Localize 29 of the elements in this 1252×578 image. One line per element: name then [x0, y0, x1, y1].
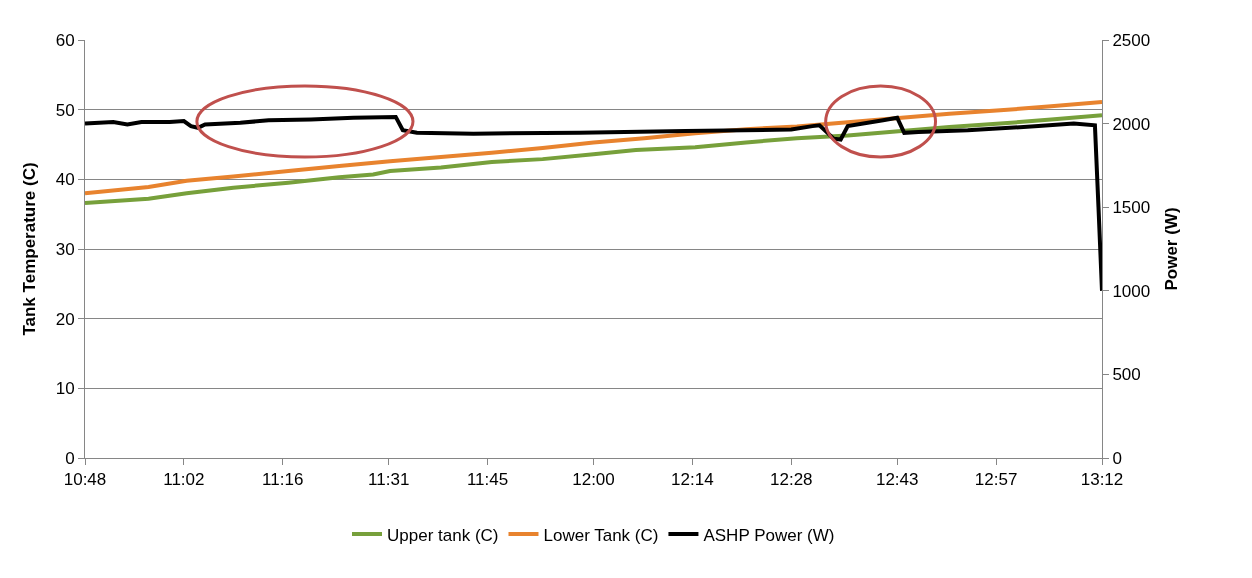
y2-tick-label: 1500 [1112, 198, 1151, 218]
x-tick-label: 12:00 [572, 470, 615, 490]
x-tick-label: 10:48 [63, 470, 107, 490]
y-tick-label: 60 [55, 30, 75, 50]
y-tick-label: 50 [55, 100, 75, 120]
y-axis-title: Tank Temperature (C) [20, 162, 40, 336]
x-tick-label: 11:45 [466, 470, 509, 490]
y-tick-label: 30 [55, 239, 75, 259]
y2-tick-label: 1000 [1112, 281, 1151, 301]
x-tick-label: 12:43 [875, 470, 919, 490]
x-tick-label: 11:16 [262, 470, 304, 490]
legend-label: ASHP Power (W) [703, 525, 835, 545]
y-tick-label: 10 [55, 379, 75, 399]
y-tick-label: 40 [55, 170, 75, 190]
legend-label: Upper tank (C) [387, 525, 499, 545]
y2-axis-title: Power (W) [1161, 207, 1181, 291]
y2-tick-label: 2500 [1112, 30, 1151, 50]
x-tick-label: 12:14 [671, 470, 714, 490]
y-tick-label: 0 [65, 448, 75, 468]
y2-tick-label: 0 [1112, 448, 1122, 468]
x-tick-label: 11:02 [163, 470, 205, 490]
legend-label: Lower Tank (C) [543, 525, 659, 545]
x-tick-label: 13:12 [1080, 470, 1124, 490]
y2-tick-label: 2000 [1112, 114, 1151, 134]
y2-tick-label: 500 [1112, 365, 1141, 385]
x-tick-label: 11:31 [368, 470, 410, 490]
y-tick-label: 20 [55, 309, 75, 329]
x-tick-label: 12:57 [974, 470, 1018, 490]
x-tick-label: 12:28 [769, 470, 813, 490]
